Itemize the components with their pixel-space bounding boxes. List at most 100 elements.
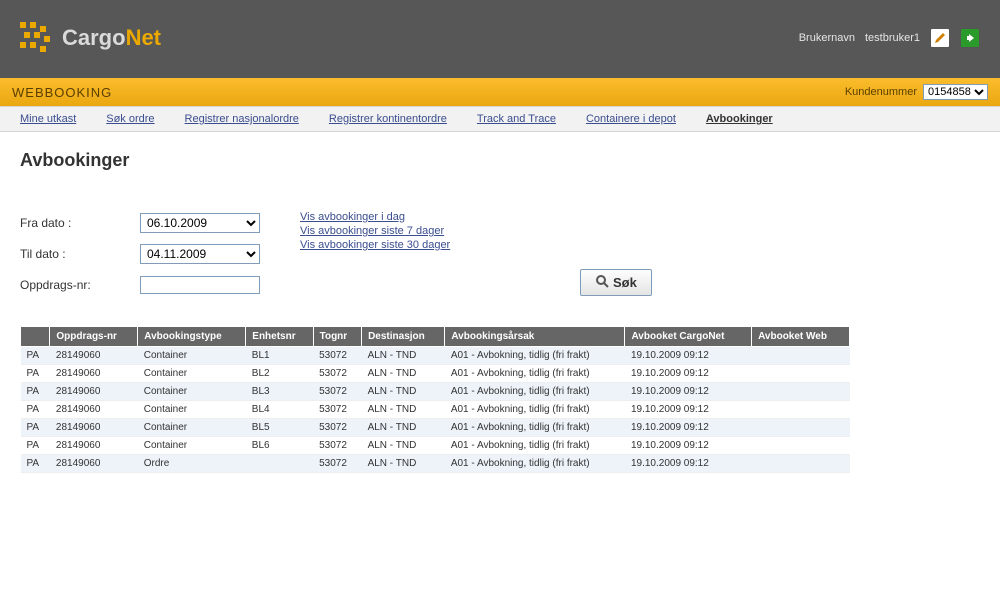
table-cell <box>752 365 850 383</box>
page-content: Avbookinger Fra dato : 06.10.2009 Til da… <box>0 132 1000 491</box>
table-cell: BL5 <box>246 419 313 437</box>
table-cell: 19.10.2009 09:12 <box>625 383 752 401</box>
table-cell: BL2 <box>246 365 313 383</box>
page-title: Avbookinger <box>20 150 980 171</box>
table-cell: A01 - Avbokning, tidlig (fri frakt) <box>445 455 625 473</box>
brand-suffix: Net <box>126 25 161 50</box>
table-column-header: Tognr <box>313 327 361 347</box>
table-cell: 28149060 <box>50 365 138 383</box>
table-cell <box>752 419 850 437</box>
table-column-header: Avbooket CargoNet <box>625 327 752 347</box>
logout-icon[interactable] <box>960 28 980 48</box>
table-cell: A01 - Avbokning, tidlig (fri frakt) <box>445 437 625 455</box>
table-cell: Container <box>138 365 246 383</box>
table-column-header: Avbookingstype <box>138 327 246 347</box>
table-cell: ALN - TND <box>362 437 445 455</box>
table-cell: PA <box>21 383 50 401</box>
table-cell: 28149060 <box>50 347 138 365</box>
table-column-header: Enhetsnr <box>246 327 313 347</box>
user-label: Brukernavn <box>799 32 855 44</box>
table-cell <box>752 383 850 401</box>
table-cell: PA <box>21 437 50 455</box>
table-cell: Container <box>138 401 246 419</box>
table-cell: 28149060 <box>50 437 138 455</box>
quick-link[interactable]: Vis avbookinger siste 30 dager <box>300 239 652 251</box>
table-cell: 53072 <box>313 437 361 455</box>
filter-form: Fra dato : 06.10.2009 Til dato : 04.11.2… <box>20 211 270 296</box>
table-cell: 19.10.2009 09:12 <box>625 365 752 383</box>
table-column-header <box>21 327 50 347</box>
table-column-header: Avbookingsårsak <box>445 327 625 347</box>
table-cell: ALN - TND <box>362 419 445 437</box>
table-cell: PA <box>21 419 50 437</box>
customer-number-area: Kundenummer 0154858 <box>845 84 988 100</box>
user-area: Brukernavn testbruker1 <box>799 28 980 48</box>
edit-icon[interactable] <box>930 28 950 48</box>
table-cell: A01 - Avbokning, tidlig (fri frakt) <box>445 383 625 401</box>
table-cell: Container <box>138 383 246 401</box>
table-cell: 28149060 <box>50 419 138 437</box>
table-cell: 28149060 <box>50 455 138 473</box>
search-button[interactable]: Søk <box>580 269 652 296</box>
table-cell: 19.10.2009 09:12 <box>625 347 752 365</box>
table-cell: ALN - TND <box>362 365 445 383</box>
search-button-label: Søk <box>613 275 637 290</box>
table-row: PA28149060ContainerBL653072ALN - TNDA01 … <box>21 437 850 455</box>
table-row: PA28149060ContainerBL553072ALN - TNDA01 … <box>21 419 850 437</box>
menu-item[interactable]: Registrer nasjonalordre <box>185 113 299 125</box>
table-cell: 53072 <box>313 401 361 419</box>
menu-item[interactable]: Registrer kontinentordre <box>329 113 447 125</box>
menu-item[interactable]: Søk ordre <box>106 113 154 125</box>
table-cell <box>752 401 850 419</box>
main-menu: Mine utkast Søk ordre Registrer nasjonalor… <box>0 106 1000 132</box>
user-name: testbruker1 <box>865 32 920 44</box>
table-row: PA28149060ContainerBL353072ALN - TNDA01 … <box>21 383 850 401</box>
quick-links: Vis avbookinger i dag Vis avbookinger sis… <box>300 211 652 251</box>
table-cell: A01 - Avbokning, tidlig (fri frakt) <box>445 365 625 383</box>
brand-logomark <box>20 22 52 54</box>
table-column-header: Destinasjon <box>362 327 445 347</box>
filter-area: Fra dato : 06.10.2009 Til dato : 04.11.2… <box>20 211 980 296</box>
table-cell: ALN - TND <box>362 383 445 401</box>
table-cell: Container <box>138 437 246 455</box>
table-row: PA28149060ContainerBL253072ALN - TNDA01 … <box>21 365 850 383</box>
menu-item[interactable]: Track and Trace <box>477 113 556 125</box>
table-cell: 53072 <box>313 347 361 365</box>
to-date-label: Til dato : <box>20 247 140 261</box>
table-cell: A01 - Avbokning, tidlig (fri frakt) <box>445 347 625 365</box>
quick-link[interactable]: Vis avbookinger i dag <box>300 211 652 223</box>
table-column-header: Oppdrags-nr <box>50 327 138 347</box>
table-cell: A01 - Avbokning, tidlig (fri frakt) <box>445 419 625 437</box>
order-number-input[interactable] <box>140 276 260 294</box>
table-cell: Container <box>138 347 246 365</box>
from-date-select[interactable]: 06.10.2009 <box>140 213 260 233</box>
menu-item[interactable]: Mine utkast <box>20 113 76 125</box>
table-cell: BL6 <box>246 437 313 455</box>
to-date-select[interactable]: 04.11.2009 <box>140 244 260 264</box>
table-cell: 53072 <box>313 455 361 473</box>
table-row: PA28149060Ordre53072ALN - TNDA01 - Avbok… <box>21 455 850 473</box>
table-cell: PA <box>21 401 50 419</box>
table-cell: A01 - Avbokning, tidlig (fri frakt) <box>445 401 625 419</box>
table-cell: Ordre <box>138 455 246 473</box>
table-cell: 28149060 <box>50 401 138 419</box>
table-cell: 19.10.2009 09:12 <box>625 437 752 455</box>
brand-text: CargoNet <box>62 25 161 51</box>
brand-prefix: Cargo <box>62 25 126 50</box>
customer-number-select[interactable]: 0154858 <box>923 84 988 100</box>
table-cell <box>246 455 313 473</box>
search-icon <box>595 274 609 291</box>
table-cell: 19.10.2009 09:12 <box>625 401 752 419</box>
table-cell: ALN - TND <box>362 347 445 365</box>
menu-item[interactable]: Avbookinger <box>706 113 773 125</box>
table-cell: BL3 <box>246 383 313 401</box>
table-cell <box>752 437 850 455</box>
menu-item[interactable]: Containere i depot <box>586 113 676 125</box>
table-body: PA28149060ContainerBL153072ALN - TNDA01 … <box>21 347 850 473</box>
quick-link[interactable]: Vis avbookinger siste 7 dager <box>300 225 652 237</box>
top-bar: CargoNet Brukernavn testbruker1 <box>0 0 1000 78</box>
results-table: Oppdrags-nrAvbookingstypeEnhetsnrTognrDe… <box>20 326 850 473</box>
section-bar: WEBBOOKING Kundenummer 0154858 <box>0 78 1000 106</box>
table-cell <box>752 455 850 473</box>
table-cell: 53072 <box>313 419 361 437</box>
